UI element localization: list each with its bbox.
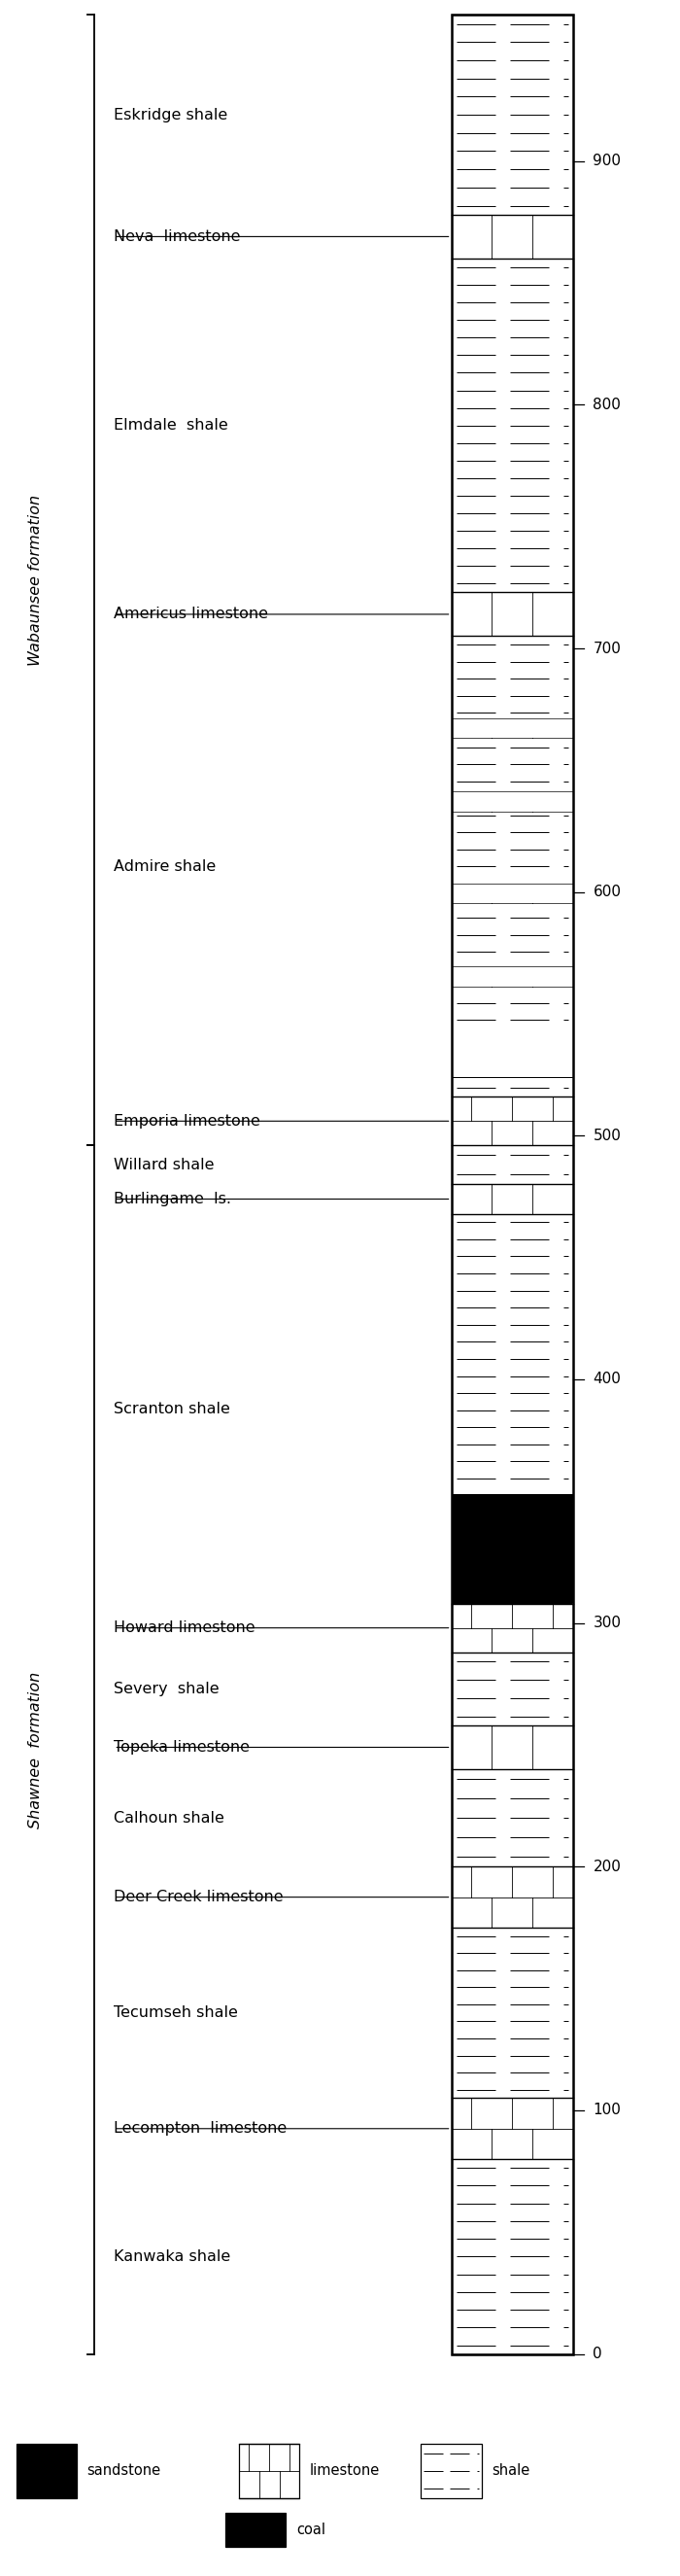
Text: Tecumseh shale: Tecumseh shale (114, 2007, 238, 2020)
Text: sandstone: sandstone (87, 2463, 161, 2478)
Bar (452, 1651, 573, 1726)
Bar (225, 2512, 286, 2548)
Bar (452, 1146, 573, 1185)
Bar (16, 2445, 77, 2499)
Bar (452, 884, 573, 904)
Bar (452, 214, 573, 258)
Text: 800: 800 (593, 397, 621, 412)
Text: 0: 0 (593, 2347, 602, 2362)
Bar (452, 1097, 573, 1146)
Text: 400: 400 (593, 1373, 621, 1386)
Text: Neva  limestone: Neva limestone (114, 229, 241, 245)
Text: Kanwaka shale: Kanwaka shale (114, 2249, 231, 2264)
Bar (452, 636, 573, 1097)
Bar (452, 1726, 573, 1770)
Text: shale: shale (492, 2463, 530, 2478)
Bar (452, 1868, 573, 1927)
Bar (452, 966, 573, 987)
Bar (421, 2445, 481, 2499)
Bar (452, 592, 573, 636)
Text: Lecompton  limestone: Lecompton limestone (114, 2120, 287, 2136)
Text: Shawnee  formation: Shawnee formation (28, 1672, 42, 1829)
Text: 200: 200 (593, 1860, 621, 1873)
Text: 500: 500 (593, 1128, 621, 1144)
Text: 900: 900 (593, 155, 621, 167)
Text: 100: 100 (593, 2102, 621, 2117)
Bar (452, 1185, 573, 1213)
Bar (239, 2445, 299, 2499)
Text: Elmdale  shale: Elmdale shale (114, 417, 228, 433)
Text: Eskridge shale: Eskridge shale (114, 108, 228, 121)
Text: Deer Creek limestone: Deer Creek limestone (114, 1891, 284, 1904)
Bar (452, 1927, 573, 2099)
Text: Topeka limestone: Topeka limestone (114, 1739, 250, 1754)
Text: Emporia limestone: Emporia limestone (114, 1113, 260, 1128)
Bar (452, 719, 573, 737)
Bar (452, 2099, 573, 2159)
Text: 700: 700 (593, 641, 621, 657)
Bar (452, 1023, 573, 1077)
Text: 300: 300 (593, 1615, 621, 1631)
Text: Calhoun shale: Calhoun shale (114, 1811, 224, 1826)
Bar (452, 1213, 573, 1602)
Text: Burlingame  ls.: Burlingame ls. (114, 1193, 232, 1206)
Text: coal: coal (296, 2522, 325, 2537)
Bar (452, 1602, 573, 1651)
Bar (452, 791, 573, 811)
Text: Willard shale: Willard shale (114, 1157, 215, 1172)
Text: Admire shale: Admire shale (114, 860, 216, 873)
Bar (452, 258, 573, 592)
Text: 600: 600 (593, 884, 621, 899)
Bar (452, 15, 573, 214)
Text: Americus limestone: Americus limestone (114, 608, 269, 621)
Text: Wabaunsee formation: Wabaunsee formation (28, 495, 42, 665)
Text: Severy  shale: Severy shale (114, 1682, 220, 1695)
Bar (452, 1770, 573, 1868)
Bar (452, 1494, 573, 1502)
Bar (452, 2159, 573, 2354)
Bar (452, 15, 573, 2354)
Text: Scranton shale: Scranton shale (114, 1401, 231, 1417)
Text: limestone: limestone (309, 2463, 380, 2478)
Text: Howard limestone: Howard limestone (114, 1620, 256, 1636)
